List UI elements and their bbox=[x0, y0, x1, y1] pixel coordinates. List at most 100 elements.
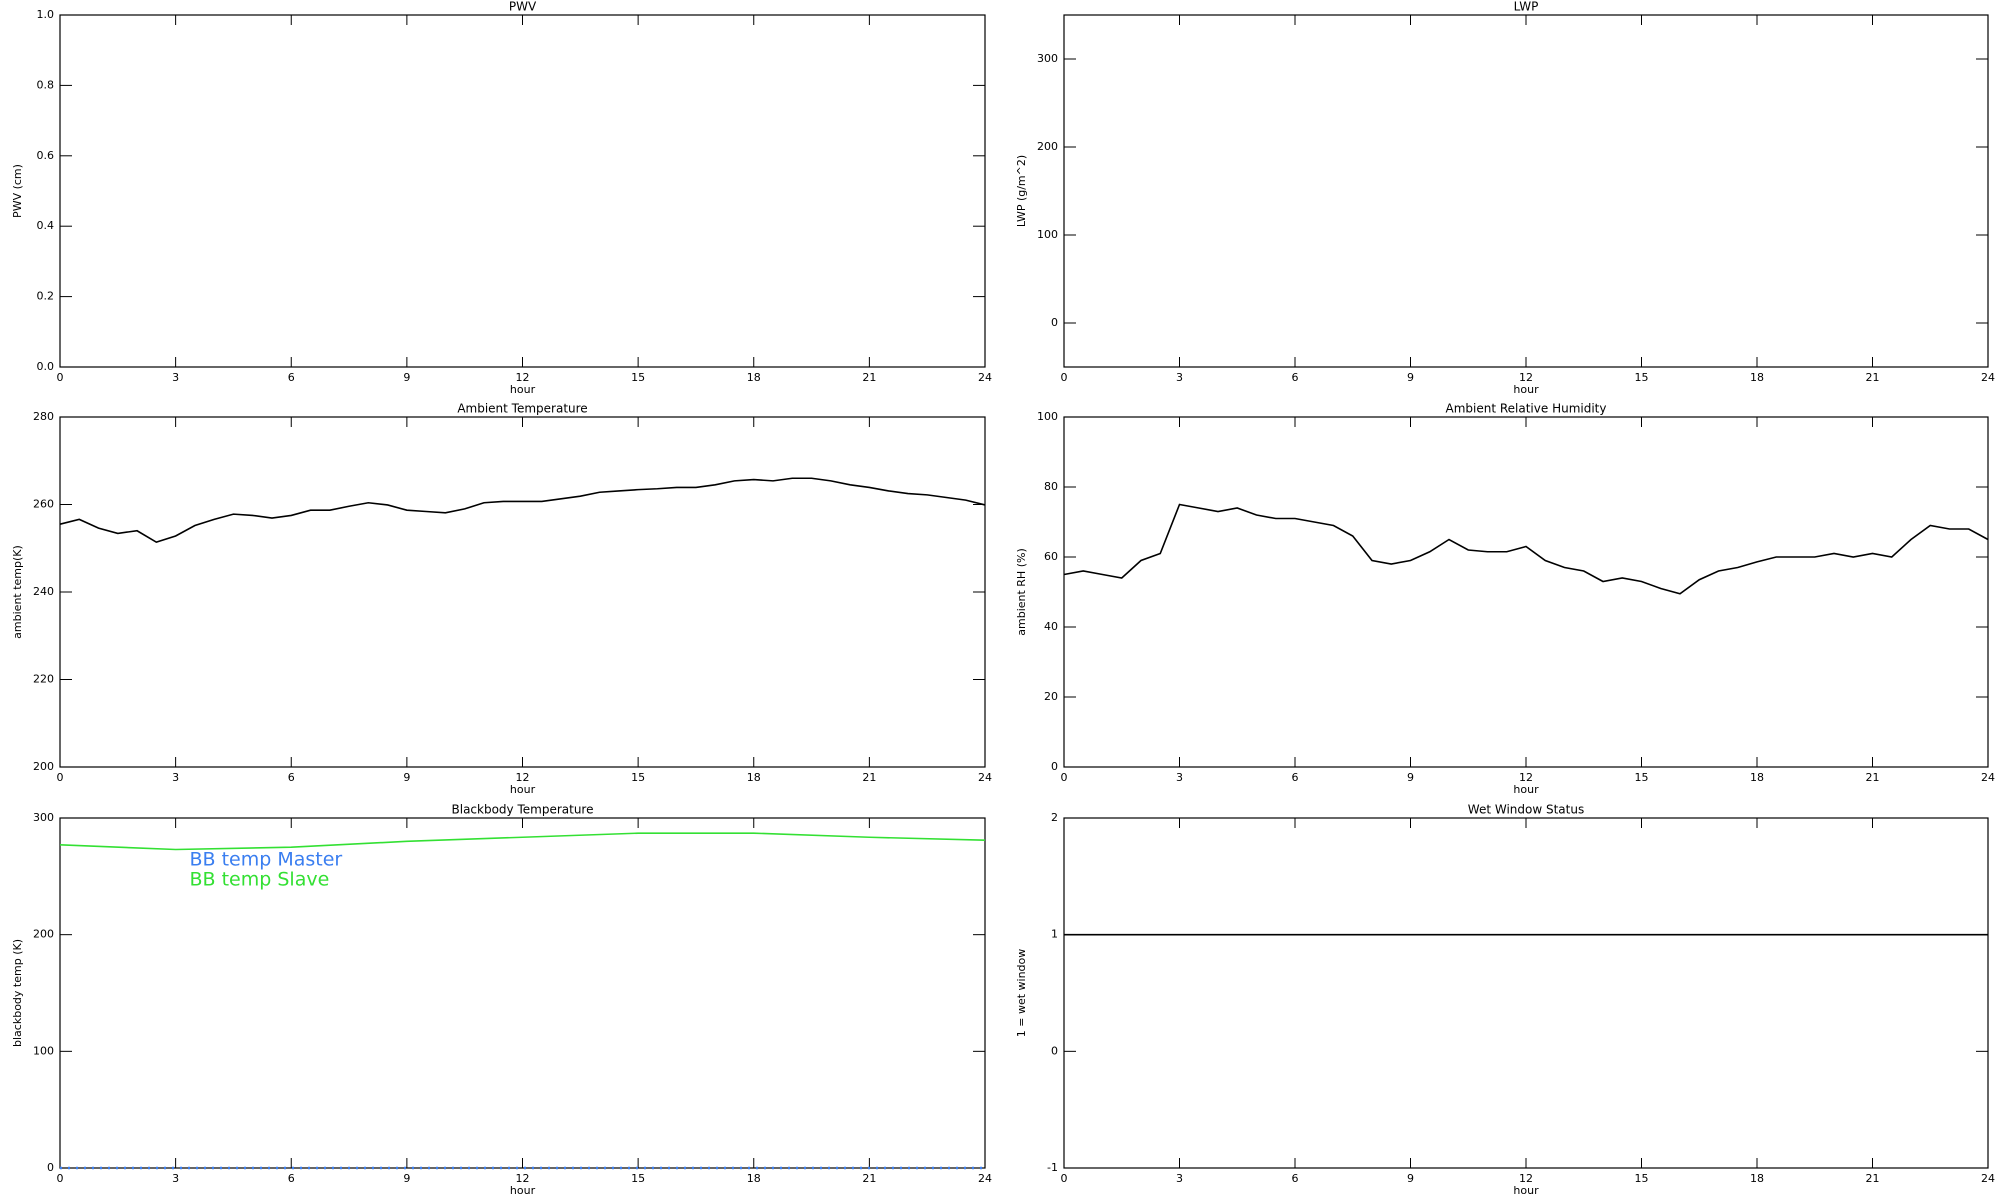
x-tick-label: 9 bbox=[1407, 1172, 1414, 1185]
x-tick-label: 18 bbox=[747, 771, 761, 784]
y-tick-label: 60 bbox=[1044, 550, 1058, 563]
y-tick-label: 0 bbox=[1051, 316, 1058, 329]
x-tick-label: 9 bbox=[403, 771, 410, 784]
chart-title: Blackbody Temperature bbox=[452, 803, 594, 817]
x-tick-label: 21 bbox=[1866, 771, 1880, 784]
x-tick-label: 24 bbox=[978, 371, 992, 384]
y-tick-label: 100 bbox=[1037, 228, 1058, 241]
x-tick-label: 24 bbox=[978, 1172, 992, 1185]
y-axis-label: PWV (cm) bbox=[11, 164, 24, 218]
y-tick-label: 200 bbox=[1037, 140, 1058, 153]
x-axis-label: hour bbox=[510, 783, 536, 796]
y-tick-label: 0 bbox=[1051, 760, 1058, 773]
y-tick-label: 80 bbox=[1044, 480, 1058, 493]
y-tick-label: 0.8 bbox=[37, 78, 55, 91]
x-tick-label: 24 bbox=[978, 771, 992, 784]
plot-frame bbox=[1063, 817, 1989, 1169]
x-tick-label: 6 bbox=[1292, 771, 1299, 784]
x-tick-label: 3 bbox=[172, 1172, 179, 1185]
x-tick-label: 12 bbox=[1519, 1172, 1533, 1185]
y-tick-label: 0 bbox=[1051, 1044, 1058, 1057]
x-tick-label: 12 bbox=[516, 1172, 530, 1185]
y-tick-label: 0.0 bbox=[37, 360, 55, 373]
y-tick-label: 240 bbox=[33, 585, 54, 598]
x-tick-label: 15 bbox=[1635, 771, 1649, 784]
chart-title: PWV bbox=[509, 0, 537, 14]
x-tick-label: 12 bbox=[1519, 371, 1533, 384]
x-tick-label: 15 bbox=[631, 371, 645, 384]
y-tick-label: 300 bbox=[33, 811, 54, 824]
x-axis-label: hour bbox=[1513, 383, 1539, 396]
x-tick-label: 12 bbox=[516, 371, 530, 384]
x-tick-label: 9 bbox=[1407, 771, 1414, 784]
x-tick-label: 18 bbox=[747, 371, 761, 384]
y-tick-label: 2 bbox=[1051, 811, 1058, 824]
x-tick-label: 9 bbox=[1407, 371, 1414, 384]
y-tick-label: 40 bbox=[1044, 620, 1058, 633]
chart-title: Ambient Temperature bbox=[457, 402, 587, 416]
chart-title: Ambient Relative Humidity bbox=[1446, 402, 1607, 416]
x-tick-label: 0 bbox=[57, 1172, 64, 1185]
y-tick-label: 1 bbox=[1051, 928, 1058, 941]
x-tick-label: 6 bbox=[1292, 371, 1299, 384]
x-tick-label: 3 bbox=[1176, 771, 1183, 784]
x-tick-label: 24 bbox=[1981, 371, 1995, 384]
legend-entry: BB temp Slave bbox=[190, 869, 330, 891]
x-tick-label: 12 bbox=[516, 771, 530, 784]
x-tick-label: 21 bbox=[862, 771, 876, 784]
x-tick-label: 21 bbox=[862, 371, 876, 384]
x-tick-label: 0 bbox=[57, 771, 64, 784]
plot-frame bbox=[1063, 416, 1989, 768]
chart-title: LWP bbox=[1514, 0, 1539, 14]
x-tick-label: 15 bbox=[631, 1172, 645, 1185]
x-axis-label: hour bbox=[510, 1184, 536, 1197]
y-axis-label: 1 = wet window bbox=[1015, 949, 1028, 1038]
x-tick-label: 6 bbox=[288, 371, 295, 384]
x-tick-label: 21 bbox=[1866, 1172, 1880, 1185]
x-tick-label: 3 bbox=[172, 371, 179, 384]
y-tick-label: 0.2 bbox=[37, 290, 55, 303]
x-tick-label: 0 bbox=[1061, 771, 1068, 784]
x-tick-label: 6 bbox=[1292, 1172, 1299, 1185]
x-tick-label: 18 bbox=[747, 1172, 761, 1185]
x-axis-label: hour bbox=[510, 383, 536, 396]
x-tick-label: 12 bbox=[1519, 771, 1533, 784]
x-tick-label: 3 bbox=[1176, 371, 1183, 384]
x-tick-label: 18 bbox=[1750, 371, 1764, 384]
y-axis-label: ambient RH (%) bbox=[1015, 548, 1028, 636]
x-tick-label: 9 bbox=[403, 371, 410, 384]
x-tick-label: 9 bbox=[403, 1172, 410, 1185]
data-line bbox=[1063, 503, 1989, 595]
y-tick-label: 1.0 bbox=[37, 8, 55, 21]
x-tick-label: 18 bbox=[1750, 771, 1764, 784]
y-axis-label: LWP (g/m^2) bbox=[1015, 155, 1028, 227]
x-tick-label: 24 bbox=[1981, 771, 1995, 784]
y-tick-label: 260 bbox=[33, 498, 54, 511]
plot-frame bbox=[59, 14, 986, 368]
x-tick-label: 21 bbox=[1866, 371, 1880, 384]
x-tick-label: 24 bbox=[1981, 1172, 1995, 1185]
plot-frame bbox=[1063, 14, 1989, 368]
y-axis-label: ambient temp(K) bbox=[11, 545, 24, 639]
y-tick-label: 0.4 bbox=[37, 219, 55, 232]
y-tick-label: 0 bbox=[47, 1161, 54, 1174]
x-tick-label: 3 bbox=[1176, 1172, 1183, 1185]
x-axis-label: hour bbox=[1513, 783, 1539, 796]
x-tick-label: 18 bbox=[1750, 1172, 1764, 1185]
y-tick-label: 280 bbox=[33, 410, 54, 423]
x-tick-label: 0 bbox=[57, 371, 64, 384]
x-tick-label: 0 bbox=[1061, 1172, 1068, 1185]
x-tick-label: 0 bbox=[1061, 371, 1068, 384]
x-tick-label: 3 bbox=[172, 771, 179, 784]
y-tick-label: 100 bbox=[33, 1044, 54, 1057]
data-line bbox=[59, 477, 986, 544]
x-tick-label: 15 bbox=[1635, 371, 1649, 384]
data-line bbox=[59, 832, 986, 851]
y-tick-label: 200 bbox=[33, 760, 54, 773]
x-tick-label: 6 bbox=[288, 1172, 295, 1185]
y-tick-label: 200 bbox=[33, 928, 54, 941]
plot-frame bbox=[59, 416, 986, 768]
y-tick-label: 0.6 bbox=[37, 149, 55, 162]
